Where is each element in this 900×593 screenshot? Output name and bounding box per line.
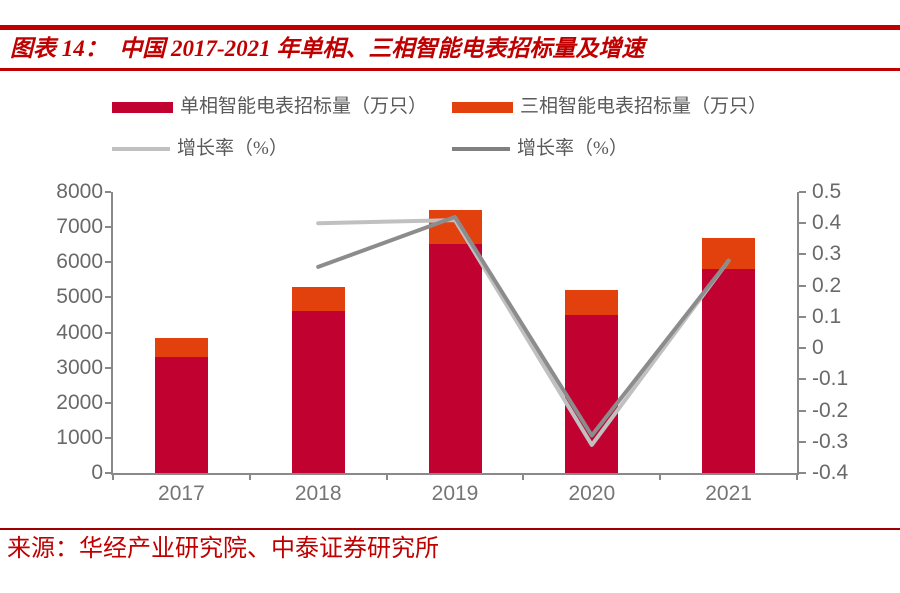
x-axis-tick-mark [248, 473, 251, 480]
y-left-tick-mark [105, 472, 111, 474]
y-left-tick-label: 0 [91, 461, 103, 484]
legend-swatch-single-phase [112, 101, 173, 113]
plot-area [105, 191, 806, 480]
y-left-tick-mark [105, 331, 111, 334]
y-right-tick-label: -0.2 [812, 398, 849, 422]
y-right-tick-label: 0.1 [812, 304, 842, 328]
y-right-tick-label: 0.3 [812, 242, 842, 266]
x-category-label: 2018 [294, 482, 342, 505]
y-right-tick-label: -0.3 [812, 429, 849, 453]
x-axis-line [111, 473, 799, 475]
x-category-label: 2019 [431, 482, 479, 505]
x-axis-tick-mark [385, 473, 388, 480]
bar-segment-single-phase-2017 [154, 357, 208, 473]
y-right-tick-mark [799, 253, 806, 256]
y-left-tick-mark [105, 366, 111, 369]
legend-label: 单相智能电表招标量（万只） [180, 96, 428, 117]
x-axis-tick-mark [796, 473, 798, 480]
x-axis-category-labels: 2017 2018 2019 2020 2021 [113, 482, 797, 508]
title-underline-rule [0, 68, 900, 71]
bar-segment-three-phase-2020 [565, 290, 619, 315]
y-right-tick-mark [799, 222, 806, 225]
bar-segment-three-phase-2021 [702, 238, 756, 270]
legend-item-single-phase-bars: 单相智能电表招标量（万只） [112, 96, 427, 118]
y-axis-right-line [797, 192, 799, 473]
y-right-tick-label: -0.1 [812, 367, 849, 391]
bar-segment-single-phase-2021 [702, 269, 756, 473]
y-right-tick-mark [799, 472, 806, 474]
top-accent-rule [0, 25, 900, 30]
legend-item-growth-single: 增长率（%） [112, 138, 288, 160]
legend-label: 增长率（%） [517, 138, 628, 159]
x-category-label: 2020 [568, 482, 616, 505]
x-axis-tick-mark [112, 473, 114, 480]
legend-swatch-growth-light [112, 147, 170, 151]
y-right-tick-label: 0 [812, 336, 824, 360]
y-right-tick-mark [799, 191, 806, 193]
y-left-tick-mark [105, 191, 111, 193]
y-right-tick-label: 0.4 [812, 211, 842, 235]
source-attribution: 来源：华经产业研究院、中泰证券研究所 [7, 536, 439, 562]
y-right-tick-label: 0.2 [812, 273, 842, 297]
x-category-label: 2021 [705, 482, 752, 505]
y-right-tick-label: 0.5 [812, 180, 842, 203]
growth-line-three-phase [316, 215, 731, 438]
chart-title: 图表 14： 中国 2017-2021 年单相、三相智能电表招标量及增速 [10, 36, 645, 61]
y-left-tick-label: 4000 [56, 320, 103, 344]
y-axis-left-line [111, 192, 113, 473]
bar-segment-three-phase-2018 [291, 286, 345, 312]
growth-lines-layer [316, 215, 731, 447]
legend-item-growth-three: 增长率（%） [452, 138, 628, 160]
y-right-tick-mark [799, 440, 806, 443]
y-left-tick-label: 2000 [56, 390, 103, 414]
y-left-tick-mark [105, 401, 111, 404]
x-axis-tick-mark [522, 473, 525, 480]
legend-swatch-three-phase [452, 101, 513, 113]
y-left-tick-mark [105, 226, 111, 229]
y-left-tick-label: 7000 [56, 215, 103, 239]
y-left-tick-label: 8000 [56, 180, 103, 203]
legend-row-bars: 单相智能电表招标量（万只） 三相智能电表招标量（万只） [0, 96, 900, 118]
y-right-tick-mark [799, 315, 806, 318]
y-axis-right-labels: 0.5 0.4 0.3 0.2 0.1 0 -0.1 -0.2 -0.3 -0.4 [812, 180, 892, 484]
y-left-tick-mark [105, 436, 111, 439]
y-right-tick-label: -0.4 [812, 461, 849, 484]
bar-segment-single-phase-2019 [428, 243, 482, 473]
bar-segment-three-phase-2017 [154, 338, 208, 358]
legend-row-lines: 增长率（%） 增长率（%） [0, 138, 900, 160]
growth-line-single-phase [316, 218, 731, 447]
footer-separator-rule [0, 528, 900, 530]
y-left-tick-label: 3000 [56, 355, 103, 379]
y-right-tick-mark [799, 284, 806, 287]
bar-segment-single-phase-2018 [291, 311, 345, 473]
y-right-tick-mark [799, 347, 806, 350]
x-axis-tick-mark [659, 473, 662, 480]
y-right-tick-mark [799, 409, 806, 412]
y-left-tick-mark [105, 261, 111, 264]
y-left-tick-mark [105, 296, 111, 299]
legend-label: 三相智能电表招标量（万只） [520, 96, 768, 117]
legend-swatch-growth-dark [452, 147, 510, 151]
legend-label: 增长率（%） [177, 138, 288, 159]
y-left-tick-label: 5000 [56, 285, 103, 309]
legend-item-three-phase-bars: 三相智能电表招标量（万只） [452, 96, 767, 118]
y-left-tick-label: 1000 [56, 425, 103, 449]
x-category-label: 2017 [158, 482, 205, 505]
y-left-tick-label: 6000 [56, 250, 103, 274]
y-axis-left-labels: 8000 7000 6000 5000 4000 3000 2000 1000 0 [30, 180, 103, 484]
y-right-tick-mark [799, 378, 806, 381]
